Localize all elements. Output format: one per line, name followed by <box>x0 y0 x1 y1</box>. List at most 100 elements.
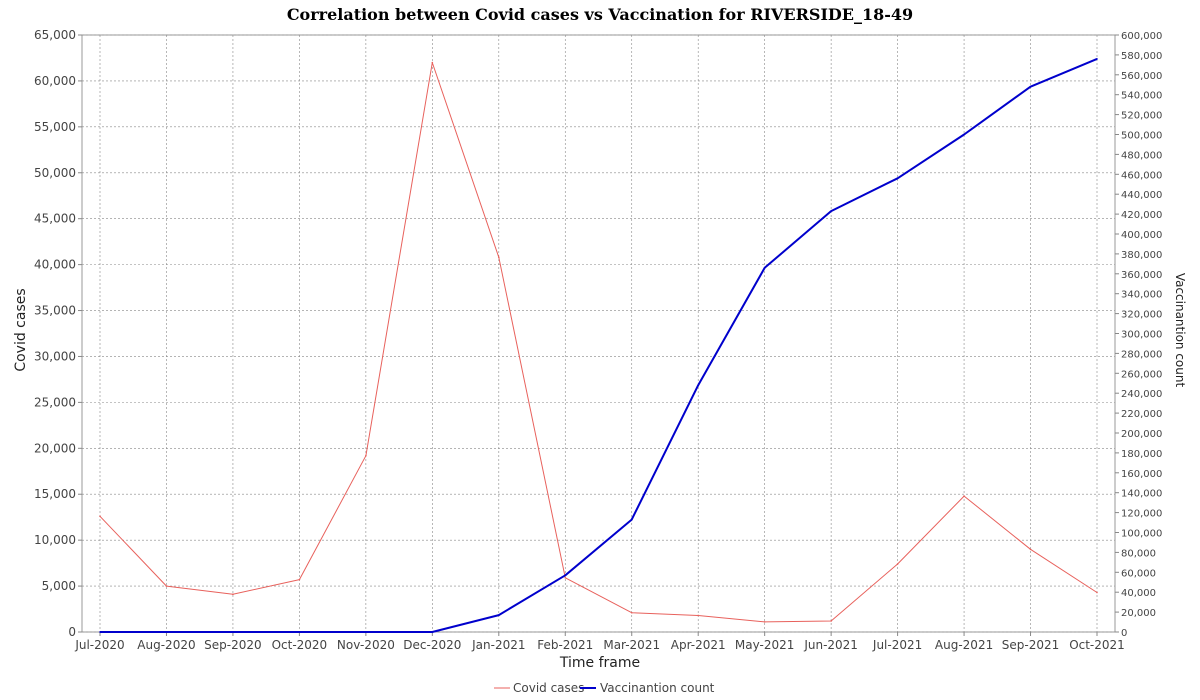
right-y-axis: 0 20,000 40,000 60,000 80,000 100,000 120,000 1… <box>1114 31 1162 639</box>
gridlines <box>82 34 1115 633</box>
data-point-covid-cases <box>431 61 434 64</box>
x-tick-label: Sep-2020 <box>204 638 262 652</box>
right-tick-label: 60,000 <box>1121 568 1156 579</box>
left-tick-label: 50,000 <box>34 166 76 180</box>
x-axis: Jul-2020 Aug-2020 Sep-2020 Oct-2020 Nov-2020… <box>74 632 1125 652</box>
data-point-vaccinantion-count <box>232 631 234 633</box>
left-tick-label: 55,000 <box>34 120 76 134</box>
data-point-covid-cases <box>963 495 965 497</box>
right-tick-label: 360,000 <box>1121 270 1162 281</box>
plot-area <box>81 34 1116 633</box>
right-tick-label: 460,000 <box>1121 170 1162 181</box>
right-tick-label: 20,000 <box>1121 608 1156 619</box>
left-tick-label: 40,000 <box>34 258 76 272</box>
right-tick-label: 320,000 <box>1121 310 1162 321</box>
data-point-vaccinantion-count <box>763 267 766 269</box>
right-tick-label: 600,000 <box>1121 31 1162 42</box>
x-tick-label: Sep-2021 <box>1002 638 1060 652</box>
right-tick-label: 260,000 <box>1121 369 1162 380</box>
data-point-covid-cases <box>896 563 899 565</box>
data-point-vaccinantion-count <box>1029 85 1032 88</box>
right-tick-label: 180,000 <box>1121 449 1162 460</box>
data-point-covid-cases <box>763 621 766 623</box>
data-point-vaccinantion-count <box>564 574 567 577</box>
data-point-vaccinantion-count <box>298 631 301 633</box>
right-tick-label: 340,000 <box>1121 290 1162 301</box>
data-point-covid-cases <box>365 454 367 457</box>
right-tick-label: 540,000 <box>1121 91 1162 102</box>
data-point-vaccinantion-count <box>365 631 367 633</box>
data-point-covid-cases <box>1029 548 1032 551</box>
right-y-axis-title: Vaccinantion count <box>1173 273 1187 388</box>
x-tick-label: May-2021 <box>735 638 794 652</box>
x-tick-label: Apr-2021 <box>671 638 726 652</box>
data-point-covid-cases <box>697 614 699 617</box>
right-tick-label: 0 <box>1121 628 1127 639</box>
right-tick-label: 380,000 <box>1121 250 1162 261</box>
left-tick-label: 45,000 <box>34 212 76 226</box>
x-tick-label: Jul-2021 <box>872 638 922 652</box>
data-point-covid-cases <box>630 611 633 614</box>
right-tick-label: 440,000 <box>1121 190 1162 201</box>
right-tick-label: 120,000 <box>1121 509 1162 520</box>
x-tick-label: Mar-2021 <box>603 638 660 652</box>
x-tick-label: Nov-2020 <box>337 638 395 652</box>
data-point-vaccinantion-count <box>830 210 832 212</box>
legend-label-vaccination-count: Vaccinantion count <box>600 681 715 695</box>
left-tick-label: 15,000 <box>34 487 76 501</box>
x-axis-title: Time frame <box>559 655 640 671</box>
left-tick-label: 0 <box>68 625 76 639</box>
legend-label-covid-cases: Covid cases <box>513 681 584 695</box>
data-point-covid-cases <box>1096 591 1098 594</box>
right-tick-label: 300,000 <box>1121 330 1162 341</box>
data-point-vaccinantion-count <box>630 518 633 521</box>
right-tick-label: 140,000 <box>1121 489 1162 500</box>
data-point-covid-cases <box>830 620 832 622</box>
legend: Covid cases Vaccinantion count <box>494 681 715 695</box>
series-layer <box>99 57 1098 633</box>
data-point-vaccinantion-count <box>1096 58 1098 60</box>
data-point-covid-cases <box>232 593 234 596</box>
data-point-vaccinantion-count <box>896 177 899 180</box>
right-tick-label: 480,000 <box>1121 150 1162 161</box>
x-tick-label: Aug-2021 <box>935 638 993 652</box>
data-point-covid-cases <box>564 577 567 579</box>
x-tick-label: Jul-2020 <box>74 638 124 652</box>
chart-title: Correlation between Covid cases vs Vacci… <box>287 5 913 24</box>
data-point-vaccinantion-count <box>963 133 965 136</box>
right-tick-label: 580,000 <box>1121 51 1162 62</box>
right-tick-label: 80,000 <box>1121 548 1156 559</box>
x-tick-label: Jun-2021 <box>803 638 858 652</box>
left-tick-label: 35,000 <box>34 304 76 318</box>
x-tick-label: Aug-2020 <box>137 638 195 652</box>
data-point-vaccinantion-count <box>99 631 101 633</box>
left-tick-label: 10,000 <box>34 533 76 547</box>
right-tick-label: 240,000 <box>1121 389 1162 400</box>
x-tick-label: Feb-2021 <box>537 638 593 652</box>
x-tick-label: Oct-2021 <box>1069 638 1125 652</box>
data-point-vaccinantion-count <box>165 631 168 633</box>
right-tick-label: 220,000 <box>1121 409 1162 420</box>
series-line-vaccinantion-count <box>100 57 1098 633</box>
left-y-axis: 0 5,000 10,000 15,000 20,000 25,000 30,000 35,0… <box>34 28 82 639</box>
x-tick-label: Oct-2020 <box>272 638 328 652</box>
left-tick-label: 20,000 <box>34 441 76 455</box>
data-point-vaccinantion-count <box>697 384 699 387</box>
data-point-vaccinantion-count <box>498 614 500 616</box>
data-point-covid-cases <box>165 585 168 587</box>
right-tick-label: 400,000 <box>1121 230 1162 241</box>
x-tick-label: Jan-2021 <box>471 638 525 652</box>
right-tick-label: 100,000 <box>1121 529 1162 540</box>
left-tick-label: 60,000 <box>34 74 76 88</box>
left-tick-label: 30,000 <box>34 349 76 363</box>
left-y-axis-title: Covid cases <box>13 288 29 371</box>
data-point-vaccinantion-count <box>431 631 434 633</box>
data-point-covid-cases <box>298 578 301 581</box>
data-point-covid-cases <box>99 515 101 518</box>
right-tick-label: 420,000 <box>1121 210 1162 221</box>
right-tick-label: 200,000 <box>1121 429 1162 440</box>
right-tick-label: 40,000 <box>1121 588 1156 599</box>
x-tick-label: Dec-2020 <box>403 638 461 652</box>
data-point-covid-cases <box>498 256 500 259</box>
